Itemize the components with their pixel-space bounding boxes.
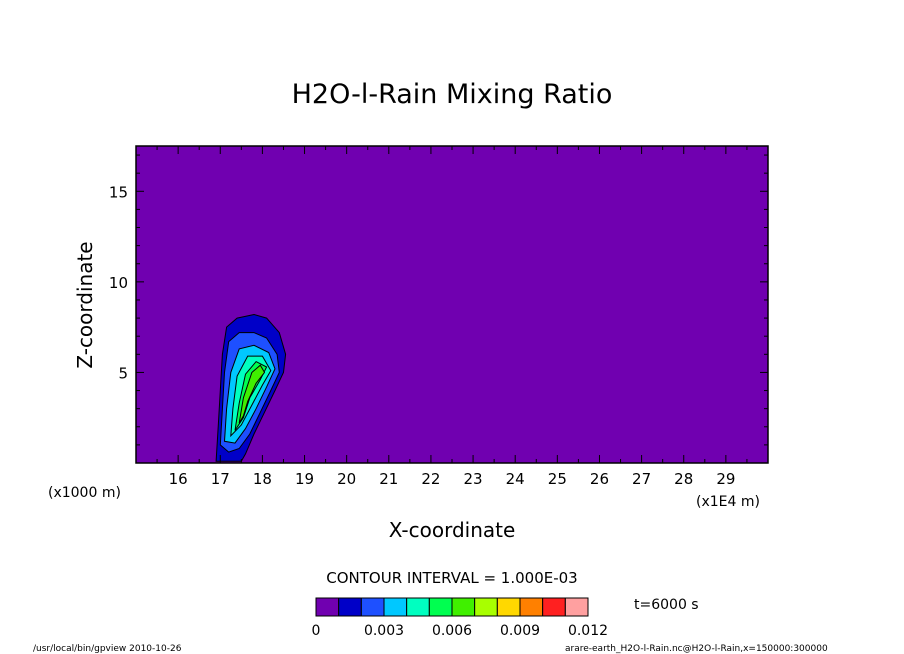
colorbar-swatch [428,597,453,617]
colorbar-swatch [564,597,589,617]
x-tick-label: 29 [716,470,735,488]
x-unit-right: (x1E4 m) [696,494,760,510]
x-tick-label: 27 [632,470,651,488]
y-tick-group: 5 10 15 [109,154,768,446]
colorbar-label: 0.003 [364,623,404,639]
y-axis-label: Z-coordinate [73,241,97,368]
colorbar-swatch [496,597,521,617]
x-tick-label: 28 [674,470,693,488]
chart-title: H2O-l-Rain Mixing Ratio [292,79,613,110]
colorbar-swatch [451,597,476,617]
footer-right: arare-earth_H2O-l-Rain.nc@H2O-l-Rain,x=1… [565,644,828,654]
x-tick-label: 17 [211,470,230,488]
x-tick-label: 25 [548,470,567,488]
colorbar-swatch [406,597,430,617]
colorbar-label: 0.012 [568,623,608,639]
y-tick-label: 5 [118,364,128,382]
x-tick-label: 18 [253,470,272,488]
y-tick-label: 10 [109,274,128,292]
colorbar-swatch [338,597,362,617]
colorbar-swatch [360,597,385,617]
colorbar [315,597,589,617]
y-tick-label: 15 [109,183,128,201]
x-axis-label: X-coordinate [389,518,516,542]
colorbar-labels: 0 0.003 0.006 0.009 0.012 [312,623,609,639]
colorbar-label: 0 [312,623,321,639]
x-tick-label: 16 [169,470,188,488]
x-tick-label: 24 [506,470,525,488]
x-unit-left: (x1000 m) [48,485,121,501]
contour-region [238,364,266,424]
x-tick-label: 19 [295,470,314,488]
x-tick-label: 26 [590,470,609,488]
x-tick-group: 16 17 18 19 20 21 22 23 24 25 26 27 28 29 [156,146,748,488]
colorbar-swatch [315,597,340,617]
colorbar-swatch [519,597,544,617]
footer-left: /usr/local/bin/gpview 2010-10-26 [33,644,182,654]
colorbar-label: 0.009 [500,623,540,639]
colorbar-swatch [542,597,566,617]
x-tick-label: 23 [464,470,483,488]
x-tick-label: 22 [421,470,440,488]
colorbar-label: 0.006 [432,623,472,639]
colorbar-swatch [474,597,498,617]
x-tick-label: 20 [337,470,356,488]
colorbar-swatch [383,597,408,617]
contour-interval-label: CONTOUR INTERVAL = 1.000E-03 [326,569,577,587]
time-label: t=6000 s [634,597,699,613]
x-tick-label: 21 [379,470,398,488]
contour-fill-group [215,313,287,462]
